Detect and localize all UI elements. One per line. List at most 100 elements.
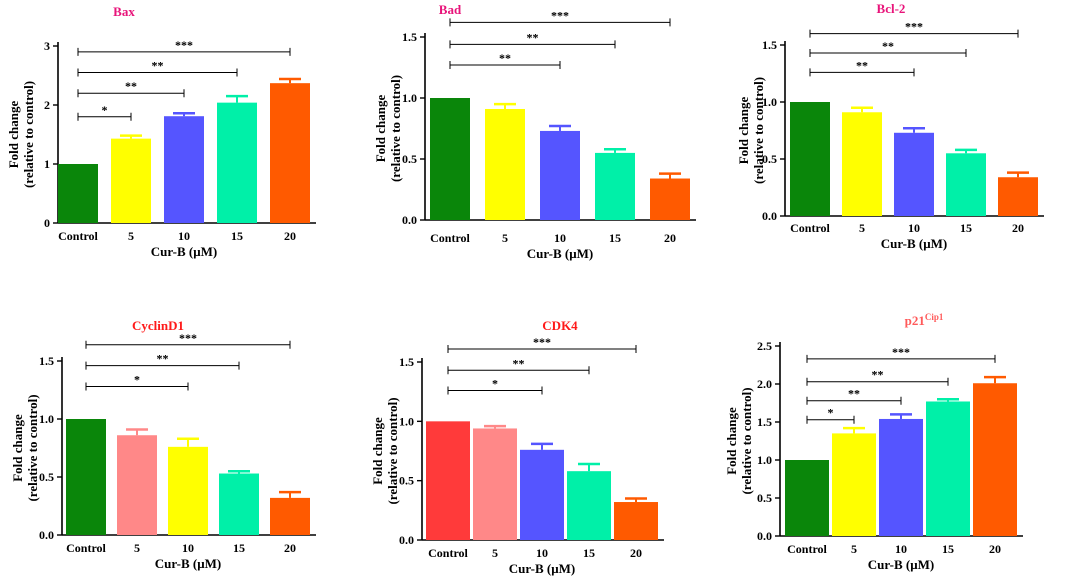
y-tick-label: 3 xyxy=(44,39,50,53)
bar xyxy=(614,502,658,540)
y-tick-label: 1.0 xyxy=(762,95,777,109)
bar xyxy=(270,83,310,223)
y-tick-label: 0.0 xyxy=(402,213,417,227)
y-tick-label: 0.0 xyxy=(757,529,772,543)
x-tick-label: 20 xyxy=(284,541,296,555)
significance-label: ** xyxy=(513,356,525,370)
bar xyxy=(832,433,876,536)
panel-title: Bad xyxy=(439,2,462,17)
y-tick-label: 0.5 xyxy=(399,474,414,488)
y-tick-label: 1.0 xyxy=(402,91,417,105)
significance-label: *** xyxy=(179,331,197,345)
bar xyxy=(426,421,470,540)
x-tick-label: 5 xyxy=(492,546,498,560)
y-axis-label-secondary: (relative to control) xyxy=(21,81,36,188)
y-tick-label: 1.5 xyxy=(399,355,414,369)
x-tick-label: 10 xyxy=(908,221,920,235)
x-tick-label: Control xyxy=(430,231,470,245)
panel-title: Bcl-2 xyxy=(877,1,906,16)
y-axis-label: Fold change xyxy=(724,407,739,475)
x-tick-label: 10 xyxy=(895,542,907,556)
bar xyxy=(485,108,525,220)
panel-title: Bax xyxy=(113,4,135,19)
y-tick-label: 0.5 xyxy=(757,491,772,505)
y-axis-label: Fold change xyxy=(736,97,751,165)
x-tick-label: 10 xyxy=(536,546,548,560)
x-tick-label: 10 xyxy=(182,541,194,555)
significance-label: ** xyxy=(157,352,169,366)
x-tick-label: Control xyxy=(58,229,98,243)
significance-label: *** xyxy=(905,20,923,34)
y-tick-label: 1.5 xyxy=(39,354,54,368)
bar xyxy=(785,460,829,536)
y-axis-label: Fold change xyxy=(10,414,25,482)
x-tick-label: 20 xyxy=(664,231,676,245)
significance-label: ** xyxy=(882,39,894,53)
x-axis-label: Cur-B (μM) xyxy=(155,556,221,571)
significance-label: ** xyxy=(872,368,884,382)
x-tick-label: 20 xyxy=(1012,221,1024,235)
y-tick-label: 1 xyxy=(44,157,50,171)
x-tick-label: 15 xyxy=(960,221,972,235)
bar xyxy=(219,473,259,535)
x-tick-label: 20 xyxy=(284,229,296,243)
y-axis-label-secondary: (relative to control) xyxy=(751,77,766,184)
bar xyxy=(430,98,470,220)
bar xyxy=(998,177,1038,216)
bar xyxy=(879,418,923,536)
y-axis-label-secondary: (relative to control) xyxy=(739,387,754,494)
bar xyxy=(217,102,257,223)
x-tick-label: 5 xyxy=(859,221,865,235)
x-tick-label: Control xyxy=(790,221,830,235)
x-tick-label: 20 xyxy=(989,542,1001,556)
x-tick-label: 5 xyxy=(502,231,508,245)
x-tick-label: 15 xyxy=(583,546,595,560)
x-tick-label: 15 xyxy=(609,231,621,245)
y-tick-label: 0.0 xyxy=(39,528,54,542)
x-tick-label: 5 xyxy=(134,541,140,555)
significance-label: ** xyxy=(152,59,164,73)
significance-label: ** xyxy=(125,79,137,93)
y-axis-label: Fold change xyxy=(370,417,385,485)
x-tick-label: 10 xyxy=(554,231,566,245)
x-tick-label: 5 xyxy=(851,542,857,556)
panel-title: p21Cip1 xyxy=(905,312,944,328)
significance-label: * xyxy=(102,103,108,117)
x-tick-label: 15 xyxy=(942,542,954,556)
bar xyxy=(473,428,517,540)
bar xyxy=(58,164,98,223)
x-axis-label: Cur-B (μM) xyxy=(881,236,947,251)
y-tick-label: 0.5 xyxy=(402,152,417,166)
bar xyxy=(168,446,208,535)
x-tick-label: Control xyxy=(66,541,106,555)
x-axis-label: Cur-B (μM) xyxy=(509,561,575,576)
x-tick-label: 10 xyxy=(178,229,190,243)
y-tick-label: 0.0 xyxy=(399,533,414,547)
y-axis-label-secondary: (relative to control) xyxy=(388,75,403,182)
significance-label: ** xyxy=(848,387,860,401)
significance-label: ** xyxy=(856,58,868,72)
x-axis-label: Cur-B (μM) xyxy=(527,246,593,261)
bar xyxy=(567,471,611,540)
panel-title: CDK4 xyxy=(542,318,578,333)
x-tick-label: 20 xyxy=(630,546,642,560)
x-tick-label: Control xyxy=(787,542,827,556)
bar xyxy=(270,497,310,535)
y-axis-label-secondary: (relative to control) xyxy=(385,397,400,504)
x-tick-label: Control xyxy=(428,546,468,560)
y-tick-label: 2.5 xyxy=(757,339,772,353)
significance-label: * xyxy=(492,376,498,390)
bar xyxy=(66,419,106,535)
y-tick-label: 2.0 xyxy=(757,377,772,391)
y-axis-label: Fold change xyxy=(6,101,21,169)
panel-title: CyclinD1 xyxy=(132,318,184,333)
y-tick-label: 1.5 xyxy=(757,415,772,429)
y-tick-label: 1.0 xyxy=(39,412,54,426)
y-tick-label: 0.5 xyxy=(762,152,777,166)
y-tick-label: 0.0 xyxy=(762,209,777,223)
bar xyxy=(117,435,157,535)
x-tick-label: 5 xyxy=(128,229,134,243)
x-tick-label: 15 xyxy=(231,229,243,243)
bar xyxy=(650,178,690,220)
